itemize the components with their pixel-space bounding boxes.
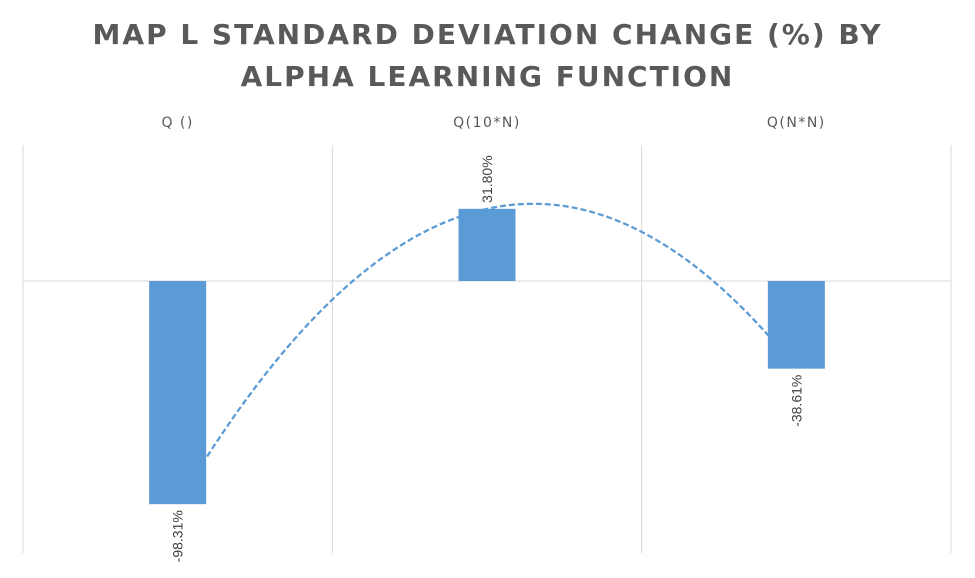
bars: [149, 208, 825, 505]
data-labels: -98.31% 31.80% -38.61%: [170, 155, 805, 562]
chart-title-line-1: MAP L STANDARD DEVIATION CHANGE (%) BY: [92, 18, 883, 51]
bar-2: [458, 208, 516, 281]
category-labels: Q () Q(10*N) Q(N*N): [161, 115, 826, 131]
bar-3: [767, 281, 825, 369]
chart-title: MAP L STANDARD DEVIATION CHANGE (%) BY A…: [0, 14, 975, 98]
data-label-3: -38.61%: [788, 375, 804, 427]
category-label-1: Q (): [161, 115, 193, 131]
bar-1: [149, 281, 207, 505]
category-label-2: Q(10*N): [453, 115, 521, 131]
chart-title-line-2: ALPHA LEARNING FUNCTION: [240, 60, 735, 93]
data-label-1: -98.31%: [170, 510, 186, 562]
data-label-2: 31.80%: [479, 155, 495, 202]
category-label-3: Q(N*N): [767, 115, 826, 131]
